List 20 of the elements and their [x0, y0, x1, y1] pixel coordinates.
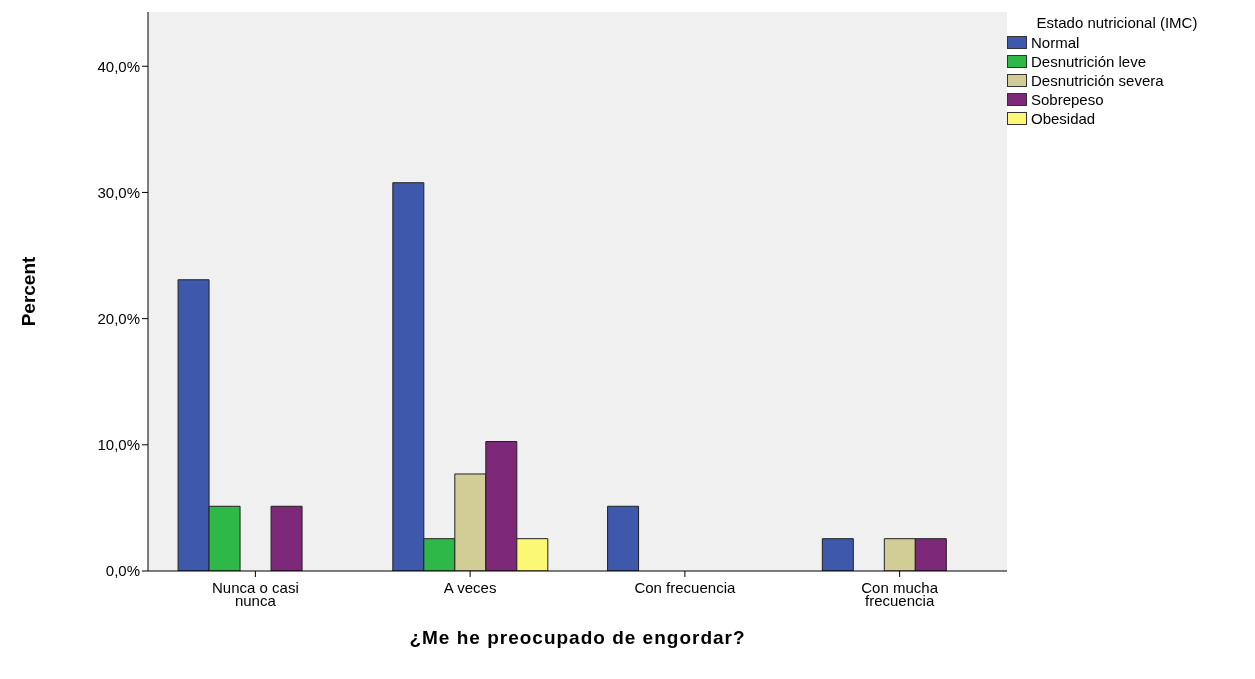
y-tick-label: 30,0%: [97, 183, 140, 201]
y-tick-label: 20,0%: [97, 309, 140, 327]
x-tick-label: Con mucha frecuencia: [861, 579, 939, 609]
legend-title: Estado nutricional (IMC): [1035, 14, 1199, 31]
y-axis-title: Percent: [17, 255, 39, 327]
y-tick-label: 0,0%: [105, 562, 140, 580]
y-tick-label: 10,0%: [97, 436, 140, 454]
legend-label: Normal: [1031, 34, 1080, 51]
bar: [270, 505, 303, 571]
legend-label: Desnutrición severa: [1031, 72, 1164, 89]
legend-label: Desnutrición leve: [1031, 53, 1147, 70]
bar: [821, 538, 854, 571]
x-tick-label: Con frecuencia: [634, 579, 736, 596]
x-tick-label: Nunca o casi nunca: [212, 579, 299, 609]
bar: [607, 505, 640, 571]
x-axis-title: ¿Me he preocupado de engordar?: [409, 627, 746, 649]
legend-label: Sobrepeso: [1031, 91, 1104, 108]
legend-label: Obesidad: [1031, 110, 1096, 127]
y-tick-label: 40,0%: [97, 57, 140, 75]
x-tick-label: A veces: [443, 579, 497, 596]
